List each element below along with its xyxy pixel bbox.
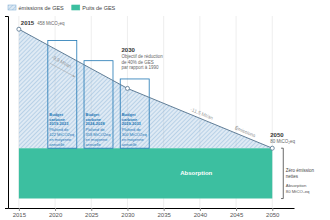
- x-tick-label: 2030: [121, 212, 135, 218]
- legend-swatch: [8, 5, 16, 10]
- budget-title-line: 2019-2023: [49, 121, 69, 126]
- grid: [19, 16, 272, 208]
- absorption-total-label-line: 80 MtCO₂eq: [286, 189, 310, 194]
- x-tick: 2045: [230, 208, 244, 218]
- x-tick-mark: [200, 208, 201, 211]
- x-tick-mark: [272, 208, 273, 211]
- x-tick-label: 2015: [13, 212, 27, 218]
- x-tick-mark: [236, 208, 237, 211]
- budget-text-line: annuelle: [86, 142, 102, 147]
- annotations: Budgetcarbone2019-2023Plafond de422 MtCO…: [21, 20, 315, 199]
- budget-box: [84, 61, 113, 149]
- point-text: 458 MtCO₂eq: [37, 21, 65, 26]
- budget-title-line: 2029-2033: [122, 121, 142, 126]
- net-zero-label: Zéro émissionnettes: [286, 168, 315, 179]
- emissions-line: [19, 29, 272, 148]
- budget-text-line: annuelle: [122, 142, 138, 147]
- budget-text-line: annuelle: [49, 142, 65, 147]
- y-axis-line: [5, 17, 9, 209]
- x-tick-label: 2050: [266, 212, 280, 218]
- point-heading: 2030: [121, 47, 135, 53]
- point-text: 80 MtCO₂eq: [270, 139, 295, 144]
- net-zero-label-line: nettes: [286, 174, 299, 179]
- legend: émissions de GES Puits de GES: [8, 5, 116, 11]
- x-axis-line: [9, 208, 295, 209]
- chart-svg: 20152020202520302035204020452050Budgetca…: [0, 0, 330, 220]
- legend-label: émissions de GES: [19, 5, 65, 11]
- legend-item: Puits de GES: [72, 5, 116, 11]
- emissions-area: [19, 29, 272, 148]
- point-text-line: 458 MtCO₂eq: [37, 21, 65, 26]
- point-text-line: par rapport à 1990: [121, 65, 159, 70]
- x-tick-label: 2040: [194, 212, 208, 218]
- absorption-total-label: Absorption80 MtCO₂eq: [286, 183, 310, 194]
- absorption-band: [19, 148, 272, 198]
- x-tick: 2050: [266, 208, 280, 218]
- x-tick-label: 2020: [49, 212, 63, 218]
- emissions-point: [125, 86, 129, 90]
- budget-title-line: 2024-2028: [86, 121, 106, 126]
- budget-title: Budgetcarbone2019-2023: [49, 112, 69, 127]
- net-zero-label-line: Zéro émission: [286, 168, 315, 173]
- legend-item: émissions de GES: [8, 5, 64, 11]
- marks: [17, 27, 274, 198]
- x-tick-label: 2045: [230, 212, 244, 218]
- legend-label: Puits de GES: [82, 5, 115, 11]
- x-tick-label: 2035: [157, 212, 171, 218]
- emissions-point: [270, 146, 274, 150]
- x-axis: 2015 2020 2025 2030 2035 2040 2045 2050: [9, 208, 295, 218]
- absorption-label: Absorption: [180, 170, 212, 176]
- budget-title: Budgetcarbone2029-2033: [122, 112, 142, 127]
- slope-arrow: [50, 63, 75, 77]
- x-tick: 2030: [121, 208, 135, 218]
- plot-root: 20152020202520302035204020452050Budgetca…: [5, 16, 315, 218]
- x-tick-mark: [91, 208, 92, 211]
- budget-title: Budgetcarbone2024-2028: [86, 112, 106, 127]
- budget-box: [120, 79, 149, 148]
- slope-label: -9,9 Mt/an: [51, 54, 73, 69]
- absorption-total-label-line: Absorption: [286, 183, 307, 188]
- point-text-line: Objectif de réduction: [121, 54, 163, 59]
- budget-box: [48, 41, 77, 149]
- legend-swatch: [72, 5, 80, 10]
- x-tick-mark: [55, 208, 56, 211]
- x-tick: 2015: [13, 208, 27, 218]
- chart-root: 20152020202520302035204020452050Budgetca…: [0, 0, 330, 220]
- x-tick: 2025: [85, 208, 99, 218]
- x-tick-mark: [127, 208, 128, 211]
- budget-text: Plafond de422 MtCO2eqen moyenneannuelle: [49, 127, 74, 146]
- point-text: Objectif de réductionde 40% de GESpar ra…: [121, 54, 163, 70]
- slope-label: -11,5 Mt/an: [190, 107, 214, 121]
- point-text-line: de 40% de GES: [121, 60, 153, 65]
- point-heading: 2015: [21, 20, 35, 26]
- x-tick: 2020: [49, 208, 63, 218]
- x-tick: 2040: [194, 208, 208, 218]
- emissions-point: [17, 27, 21, 31]
- budget-text: Plafond de300 MtCO2eqen moyenneannuelle: [122, 127, 147, 146]
- point-heading: 2050: [270, 132, 284, 138]
- x-tick-mark: [19, 208, 20, 211]
- x-tick-label: 2025: [85, 212, 99, 218]
- net-zero-bracket: [281, 148, 283, 198]
- emissions-label: Émissions: [234, 124, 257, 138]
- x-tick: 2035: [157, 208, 171, 218]
- y-axis: [5, 17, 9, 209]
- x-tick-mark: [164, 208, 165, 211]
- point-text-line: 80 MtCO₂eq: [270, 139, 295, 144]
- budget-text: Plafond de358 MtCO2eqen moyenneannuelle: [86, 127, 111, 146]
